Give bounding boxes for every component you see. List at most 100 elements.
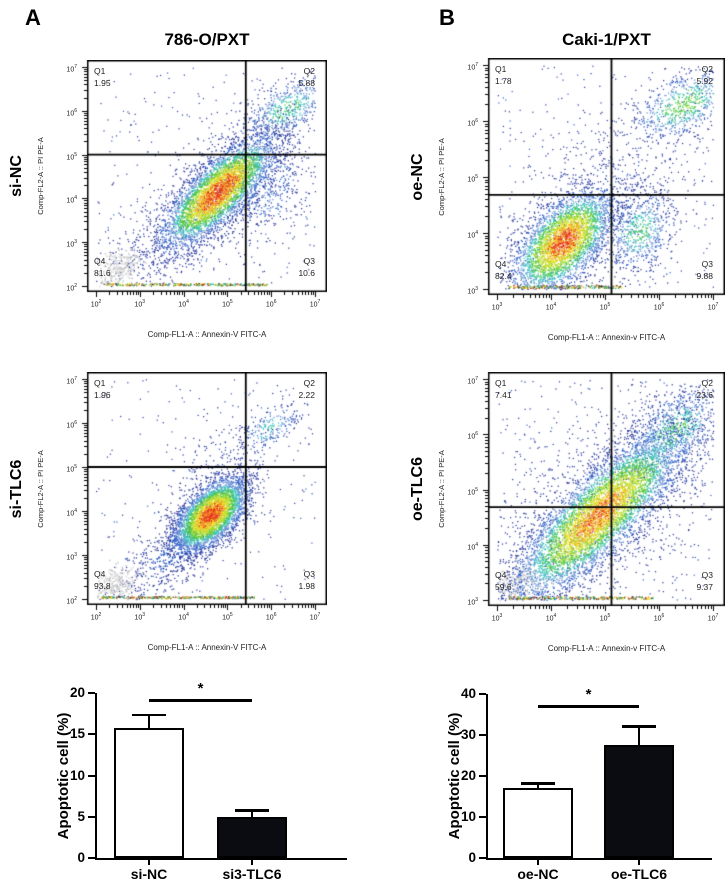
y-tick-label: 15 <box>69 726 85 742</box>
y-tick-label: 102 <box>66 596 77 606</box>
x-tick-label: 107 <box>309 612 321 622</box>
quadrant-label-q2: Q2 5.92 <box>696 63 713 87</box>
quadrant-label-q3: Q3 10.6 <box>298 255 315 279</box>
error-bar <box>537 782 539 788</box>
flow-scatter-canvas <box>476 58 725 307</box>
x-tick-label: 105 <box>222 612 233 622</box>
quadrant-value: 82.4 <box>495 271 512 281</box>
y-tick-label: 107 <box>467 376 478 386</box>
quadrant-label-q2: Q2 2.22 <box>298 377 315 401</box>
y-tick-label: 103 <box>66 552 77 562</box>
y-axis-tick <box>479 693 486 695</box>
y-tick-label: 107 <box>66 64 77 74</box>
bar-si-nc <box>114 727 184 858</box>
quadrant-value: 5.92 <box>696 76 713 86</box>
x-tick-label: 106 <box>653 302 665 312</box>
error-bar-cap <box>622 725 656 728</box>
x-axis-label: Comp-FL1-A :: Annexin-V FITC-A <box>147 643 267 652</box>
x-tick-label: 103 <box>134 299 146 309</box>
quadrant-name: Q2 <box>303 378 315 388</box>
panel-b-title: Caki-1/PXT <box>562 30 651 49</box>
quadrant-name: Q1 <box>495 378 507 388</box>
quadrant-name: Q3 <box>701 259 713 269</box>
x-tick-label: 107 <box>707 302 719 312</box>
y-tick-label: 40 <box>460 686 476 701</box>
y-tick-label: 105 <box>467 174 478 184</box>
x-tick-label: 105 <box>222 299 233 309</box>
flow-scatter-canvas <box>75 372 327 617</box>
quadrant-value: 1.98 <box>298 581 315 591</box>
error-bar-cap <box>132 713 166 717</box>
quadrant-label-q2: Q2 23.6 <box>696 377 713 401</box>
y-tick-label: 103 <box>467 597 478 607</box>
quadrant-label-q3: Q3 9.37 <box>696 569 713 593</box>
flow-plot-si-tlc6: si-TLC6 Comp-FL2-A :: PI PE-A 102 103 104 105… <box>8 372 327 652</box>
x-tick-label: 104 <box>545 613 557 623</box>
quadrant-label-q3: Q3 9.88 <box>696 258 713 282</box>
quadrant-name: Q2 <box>303 66 315 76</box>
error-bar-cap <box>235 809 269 812</box>
row-label: oe-NC <box>409 152 426 201</box>
bar-oe-nc <box>503 787 573 858</box>
category-label: oe-NC <box>517 866 559 879</box>
y-tick-label: 107 <box>467 62 478 72</box>
quadrant-value: 59.6 <box>495 582 512 592</box>
flow-scatter-canvas <box>476 372 725 618</box>
x-tick-label: 106 <box>265 299 277 309</box>
y-axis-tick <box>479 857 486 859</box>
panel-a-title: 786-O/PXT <box>164 30 250 49</box>
y-tick-label: 105 <box>467 486 478 496</box>
category-label: si3-TLC6 <box>222 866 282 879</box>
x-tick-label: 104 <box>178 612 189 622</box>
row-label: si-NC <box>8 155 25 197</box>
flow-plot-oe-tlc6: oe-TLC6 Comp-FL2-A :: PI PE-A 103 104 105 106… <box>409 372 725 653</box>
y-axis-tick <box>88 857 95 859</box>
y-tick-label: 104 <box>467 230 478 240</box>
bar-chart-786o: 0 5 10 15 20 si-NC si3-TLC6 * Apoptotic cell (%) <box>55 680 347 879</box>
y-axis-label: Apoptotic cell (%) <box>446 712 463 840</box>
y-axis-tick <box>479 734 486 736</box>
row-label: oe-TLC6 <box>409 457 426 521</box>
quadrant-label-q1: Q1 7.41 <box>495 377 512 401</box>
quadrant-name: Q1 <box>495 64 507 74</box>
bar-chart-caki1: 0 10 20 30 40 oe-NC oe-TLC6 * Apoptotic cell (%) <box>446 686 712 879</box>
quadrant-name: Q1 <box>94 378 106 388</box>
x-tick-label: 104 <box>178 299 189 309</box>
quadrant-label-q1: Q1 1.78 <box>495 63 512 87</box>
error-bar <box>148 713 150 728</box>
y-tick-label: 105 <box>66 151 77 161</box>
category-tick <box>638 860 640 865</box>
quadrant-name: Q3 <box>303 256 315 266</box>
quadrant-label-q4: Q4 93.8 <box>94 568 111 592</box>
quadrant-name: Q2 <box>701 378 713 388</box>
quadrant-value: 93.8 <box>94 581 111 591</box>
quadrant-label-q1: Q1 1.95 <box>94 65 111 89</box>
quadrant-name: Q4 <box>495 259 507 269</box>
flow-plot-si-nc: si-NC Comp-FL2-A :: PI PE-A 102 103 104 105 10… <box>8 60 327 339</box>
y-tick-label: 30 <box>460 727 476 742</box>
x-tick-label: 105 <box>599 613 611 623</box>
x-tick-label: 105 <box>599 302 611 312</box>
quadrant-value: 23.6 <box>696 390 713 400</box>
significance-star: * <box>197 680 204 697</box>
y-tick-label: 106 <box>66 107 77 118</box>
panel-a-label: A <box>25 5 41 30</box>
bar-oe-tlc6 <box>604 744 674 858</box>
quadrant-name: Q3 <box>701 570 713 580</box>
y-tick-label: 104 <box>467 541 478 552</box>
x-tick-label: 102 <box>90 299 102 309</box>
x-axis-label: Comp-FL1-A :: Annexin-V FITC-A <box>147 330 267 339</box>
x-tick-label: 107 <box>707 613 719 623</box>
y-axis-label: Comp-FL2-A :: PI PE-A <box>36 137 45 215</box>
y-tick-label: 106 <box>467 118 478 128</box>
quadrant-value: 1.95 <box>94 78 111 88</box>
quadrant-label-q4: Q4 82.4 <box>495 258 512 282</box>
y-tick-label: 20 <box>460 768 476 783</box>
y-axis-tick <box>88 692 95 694</box>
significance-star: * <box>585 686 592 703</box>
quadrant-name: Q1 <box>94 66 106 76</box>
x-axis-label: Comp-FL1-A :: Annexin-v FITC-A <box>547 333 666 342</box>
quadrant-label-q2: Q2 5.88 <box>298 65 315 89</box>
x-tick-label: 107 <box>309 299 321 309</box>
